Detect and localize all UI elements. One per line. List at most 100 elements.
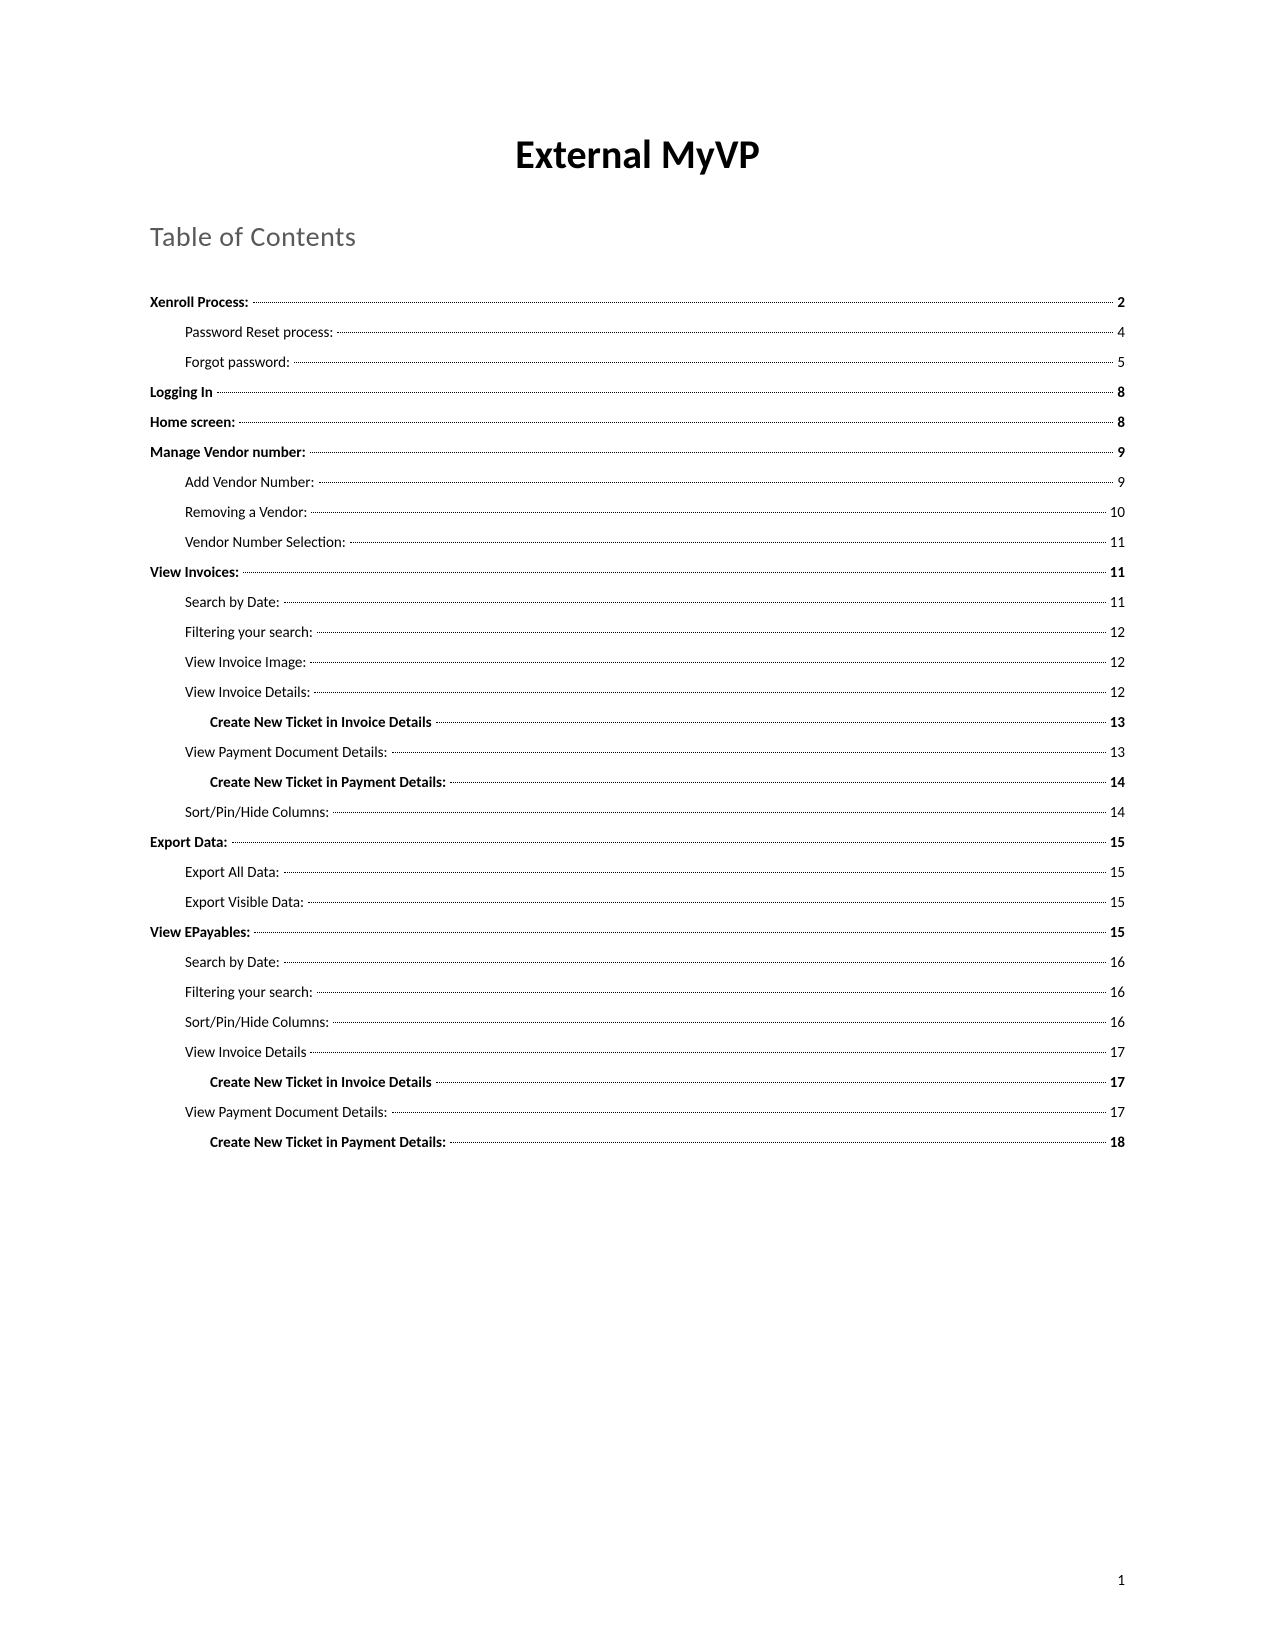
toc-heading: Table of Contents — [150, 219, 1125, 254]
toc-entry[interactable]: Vendor Number Selection: 11 — [150, 534, 1125, 552]
toc-entry[interactable]: Create New Ticket in Invoice Details 17 — [150, 1074, 1125, 1092]
toc-dots — [317, 632, 1106, 633]
toc-entry[interactable]: Search by Date:11 — [150, 594, 1125, 612]
toc-entry-label: View Payment Document Details: — [185, 744, 388, 762]
toc-entry-label: View Invoice Details — [185, 1044, 306, 1062]
toc-entry[interactable]: Export Visible Data:15 — [150, 894, 1125, 912]
toc-entry-page: 17 — [1110, 1074, 1125, 1092]
toc-dots — [253, 302, 1114, 303]
toc-container: Xenroll Process:2 Password Reset process:… — [150, 294, 1125, 1152]
toc-entry[interactable]: Export All Data: 15 — [150, 864, 1125, 882]
toc-entry-label: Password Reset process: — [185, 324, 333, 342]
toc-entry-label: Search by Date: — [185, 954, 280, 972]
toc-entry-label: Create New Ticket in Invoice Details — [210, 714, 432, 732]
toc-entry-label: Search by Date: — [185, 594, 280, 612]
toc-entry-page: 8 — [1117, 384, 1125, 402]
toc-entry[interactable]: View Invoice Image:12 — [150, 654, 1125, 672]
toc-entry-label: Create New Ticket in Payment Details: — [210, 774, 446, 792]
toc-entry-page: 5 — [1117, 354, 1125, 372]
toc-entry-page: 15 — [1110, 834, 1125, 852]
toc-dots — [333, 812, 1106, 813]
toc-entry[interactable]: Removing a Vendor: 10 — [150, 504, 1125, 522]
toc-entry-label: Export All Data: — [185, 864, 280, 882]
toc-entry[interactable]: Add Vendor Number: 9 — [150, 474, 1125, 492]
toc-dots — [450, 782, 1106, 783]
toc-entry[interactable]: View Invoices:11 — [150, 564, 1125, 582]
toc-entry[interactable]: Logging In 8 — [150, 384, 1125, 402]
toc-entry[interactable]: Xenroll Process:2 — [150, 294, 1125, 312]
toc-entry[interactable]: Create New Ticket in Payment Details:14 — [150, 774, 1125, 792]
toc-dots — [450, 1142, 1106, 1143]
toc-entry-label: Home screen: — [150, 414, 235, 432]
toc-entry-label: Logging In — [150, 384, 213, 402]
toc-entry[interactable]: Create New Ticket in Payment Details:18 — [150, 1134, 1125, 1152]
toc-entry[interactable]: Create New Ticket in Invoice Details 13 — [150, 714, 1125, 732]
toc-entry-label: Vendor Number Selection: — [185, 534, 346, 552]
toc-entry-page: 16 — [1110, 954, 1125, 972]
toc-entry[interactable]: View Payment Document Details:17 — [150, 1104, 1125, 1122]
toc-entry-page: 9 — [1117, 474, 1125, 492]
toc-entry[interactable]: Forgot password:5 — [150, 354, 1125, 372]
toc-entry-page: 12 — [1110, 684, 1125, 702]
toc-entry-page: 17 — [1110, 1044, 1125, 1062]
toc-entry-page: 15 — [1110, 864, 1125, 882]
toc-entry-label: View Invoice Image: — [185, 654, 306, 672]
toc-entry-label: Create New Ticket in Invoice Details — [210, 1074, 432, 1092]
toc-dots — [284, 962, 1106, 963]
toc-entry-label: Sort/Pin/Hide Columns: — [185, 1014, 329, 1032]
toc-dots — [436, 1082, 1106, 1083]
toc-entry-label: Add Vendor Number: — [185, 474, 315, 492]
page-number: 1 — [1117, 1572, 1125, 1590]
toc-dots — [314, 692, 1105, 693]
toc-entry[interactable]: Home screen: 8 — [150, 414, 1125, 432]
toc-entry-label: View EPayables: — [150, 924, 250, 942]
toc-entry[interactable]: View Payment Document Details: 13 — [150, 744, 1125, 762]
toc-entry[interactable]: View Invoice Details 17 — [150, 1044, 1125, 1062]
toc-entry-label: Filtering your search: — [185, 624, 313, 642]
toc-entry-page: 18 — [1110, 1134, 1125, 1152]
toc-entry[interactable]: Sort/Pin/Hide Columns: 14 — [150, 804, 1125, 822]
toc-dots — [310, 1052, 1105, 1053]
toc-entry-page: 12 — [1110, 624, 1125, 642]
toc-entry-label: View Invoice Details: — [185, 684, 310, 702]
toc-dots — [284, 872, 1106, 873]
toc-entry[interactable]: View Invoice Details: 12 — [150, 684, 1125, 702]
toc-dots — [217, 392, 1114, 393]
toc-entry-page: 16 — [1110, 984, 1125, 1002]
toc-entry[interactable]: Export Data: 15 — [150, 834, 1125, 852]
toc-entry-page: 9 — [1117, 444, 1125, 462]
toc-dots — [333, 1022, 1106, 1023]
toc-entry-page: 10 — [1110, 504, 1125, 522]
toc-entry[interactable]: Sort/Pin/Hide Columns:16 — [150, 1014, 1125, 1032]
toc-entry-label: Export Data: — [150, 834, 228, 852]
toc-entry-page: 14 — [1110, 804, 1125, 822]
toc-entry-label: Xenroll Process: — [150, 294, 249, 312]
document-title: External MyVP — [150, 130, 1125, 179]
toc-entry[interactable]: Password Reset process: 4 — [150, 324, 1125, 342]
toc-entry[interactable]: Filtering your search: 12 — [150, 624, 1125, 642]
toc-dots — [243, 572, 1106, 573]
toc-entry-page: 4 — [1117, 324, 1125, 342]
toc-dots — [319, 482, 1114, 483]
toc-entry-label: Sort/Pin/Hide Columns: — [185, 804, 329, 822]
toc-dots — [392, 1112, 1106, 1113]
toc-entry[interactable]: Search by Date: 16 — [150, 954, 1125, 972]
toc-entry[interactable]: View EPayables:15 — [150, 924, 1125, 942]
toc-dots — [350, 542, 1106, 543]
toc-dots — [239, 422, 1113, 423]
toc-dots — [310, 662, 1105, 663]
toc-entry[interactable]: Manage Vendor number: 9 — [150, 444, 1125, 462]
toc-entry-label: Filtering your search: — [185, 984, 313, 1002]
toc-dots — [294, 362, 1113, 363]
toc-dots — [254, 932, 1105, 933]
toc-entry-page: 8 — [1117, 414, 1125, 432]
toc-entry-page: 13 — [1110, 744, 1125, 762]
toc-dots — [392, 752, 1106, 753]
toc-entry-label: Manage Vendor number: — [150, 444, 306, 462]
toc-dots — [311, 512, 1105, 513]
toc-entry-label: Removing a Vendor: — [185, 504, 307, 522]
toc-dots — [284, 602, 1106, 603]
toc-entry[interactable]: Filtering your search: 16 — [150, 984, 1125, 1002]
toc-entry-page: 11 — [1110, 534, 1125, 552]
toc-entry-page: 13 — [1110, 714, 1125, 732]
